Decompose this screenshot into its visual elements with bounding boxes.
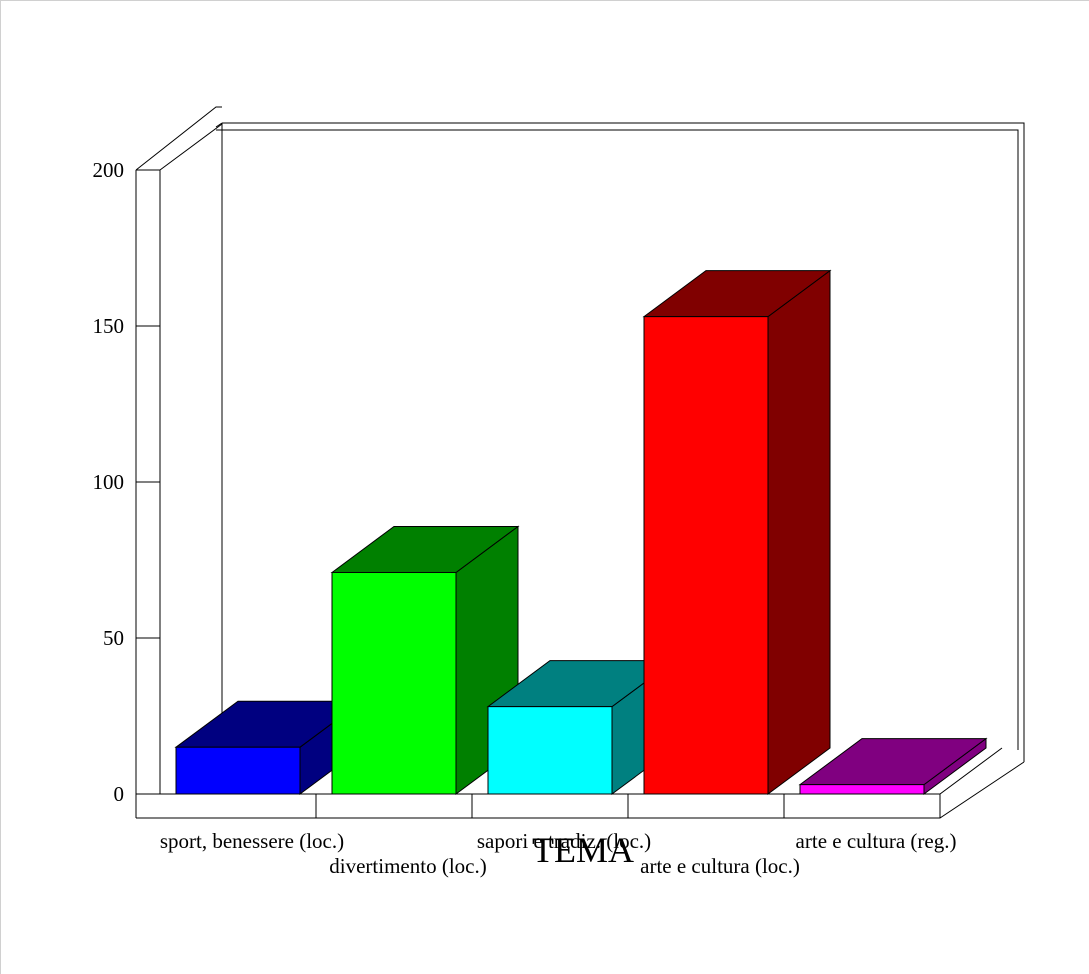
x-tick-label: arte e cultura (reg.): [796, 829, 957, 853]
x-tick-label: arte e cultura (loc.): [640, 854, 800, 878]
x-tick-label: sapori e tradiz. (loc.): [477, 829, 651, 853]
labels: TEMA 0 50 100 150 200 sport, benessere (loc.)…: [93, 158, 957, 878]
bar: [643, 316, 769, 795]
y-tick-label: 150: [93, 314, 125, 338]
y-tick-label: 200: [93, 158, 125, 182]
left-wall: [135, 106, 223, 818]
y-tick-label: 50: [103, 626, 124, 650]
x-axis-title: TEMA: [532, 830, 634, 870]
x-tick-label: divertimento (loc.): [329, 854, 486, 878]
bar-side: [767, 269, 831, 795]
y-tick-label: 100: [93, 470, 125, 494]
bar: [175, 746, 301, 795]
axes: [135, 106, 1025, 819]
y-tick-label: 0: [114, 782, 125, 806]
back-wall-outer: [221, 122, 1025, 762]
bar: [331, 571, 457, 795]
back-wall-corner: [215, 122, 223, 128]
back-wall-inner: [216, 129, 1019, 750]
x-tick-label: sport, benessere (loc.): [160, 829, 344, 853]
bar: [487, 706, 613, 795]
bars: [174, 269, 988, 795]
bar: [799, 784, 925, 795]
